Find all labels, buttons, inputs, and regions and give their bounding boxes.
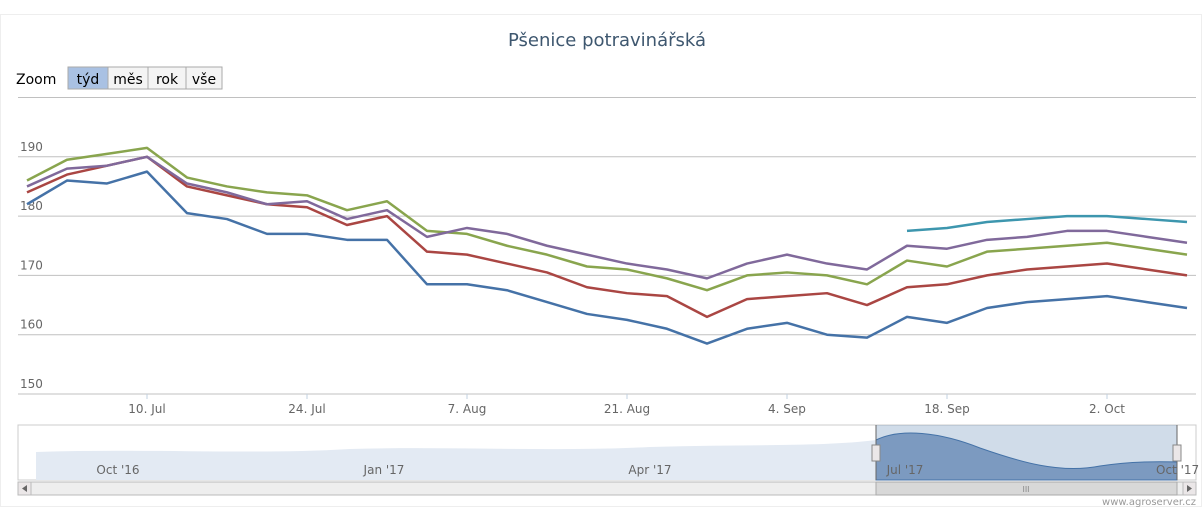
zoom-button[interactable]: týd bbox=[67, 66, 109, 90]
y-tick-label: 150 bbox=[20, 377, 43, 391]
line-series bbox=[26, 170, 1188, 345]
navigator-selection bbox=[876, 425, 1177, 480]
chart-title: Pšenice potravinářská bbox=[508, 30, 706, 51]
y-tick-label: 170 bbox=[20, 258, 43, 272]
navigator-label: Jan '17 bbox=[363, 463, 405, 477]
zoom-button[interactable]: vše bbox=[185, 66, 223, 90]
line-series bbox=[26, 146, 1188, 292]
scrollbar-arrow bbox=[1187, 485, 1192, 492]
x-tick-label: 7. Aug bbox=[448, 402, 487, 416]
line-series bbox=[906, 214, 1188, 233]
zoom-button-label: vše bbox=[192, 72, 216, 88]
navigator-area bbox=[36, 440, 876, 480]
scrollbar: III bbox=[17, 481, 1197, 496]
navigator-label: Oct '16 bbox=[96, 463, 139, 477]
navigator-label: Oct '17 bbox=[1156, 463, 1199, 477]
navigator-label: Jul '17 bbox=[886, 463, 924, 477]
zoom-button[interactable]: měs bbox=[107, 66, 149, 90]
navigator-handle[interactable] bbox=[1172, 444, 1182, 462]
y-tick-label: 160 bbox=[20, 318, 43, 332]
credits: www.agroserver.cz bbox=[1102, 497, 1196, 507]
x-tick-label: 18. Sep bbox=[924, 402, 970, 416]
scrollbar-arrow bbox=[22, 485, 27, 492]
line-series bbox=[26, 155, 1188, 319]
scrollbar-thumb[interactable] bbox=[875, 481, 1178, 496]
zoom-button-bg bbox=[185, 66, 223, 90]
x-tick-label: 2. Oct bbox=[1089, 402, 1125, 416]
navigator-selected-area bbox=[875, 432, 1178, 481]
y-tick-label: 190 bbox=[20, 140, 43, 154]
x-tick-label: 10. Jul bbox=[128, 402, 165, 416]
navigator-label: Apr '17 bbox=[628, 463, 671, 477]
x-tick-label: 24. Jul bbox=[288, 402, 325, 416]
zoom-button[interactable]: rok bbox=[147, 66, 187, 90]
zoom-button-label: měs bbox=[113, 72, 143, 88]
scrollbar-grip: III bbox=[1022, 485, 1029, 494]
line-series bbox=[26, 155, 1188, 280]
x-tick-label: 21. Aug bbox=[604, 402, 650, 416]
x-tick-label: 4. Sep bbox=[768, 402, 806, 416]
navigator: Oct '16 Jan '17 Apr '17 Jul '17 Oct '17 bbox=[17, 424, 1199, 481]
zoom-button-label: rok bbox=[156, 72, 179, 88]
zoom-button-label: týd bbox=[77, 72, 100, 88]
zoom-label: Zoom bbox=[16, 72, 56, 88]
y-tick-label: 180 bbox=[20, 199, 43, 213]
navigator-handle[interactable] bbox=[871, 444, 881, 462]
